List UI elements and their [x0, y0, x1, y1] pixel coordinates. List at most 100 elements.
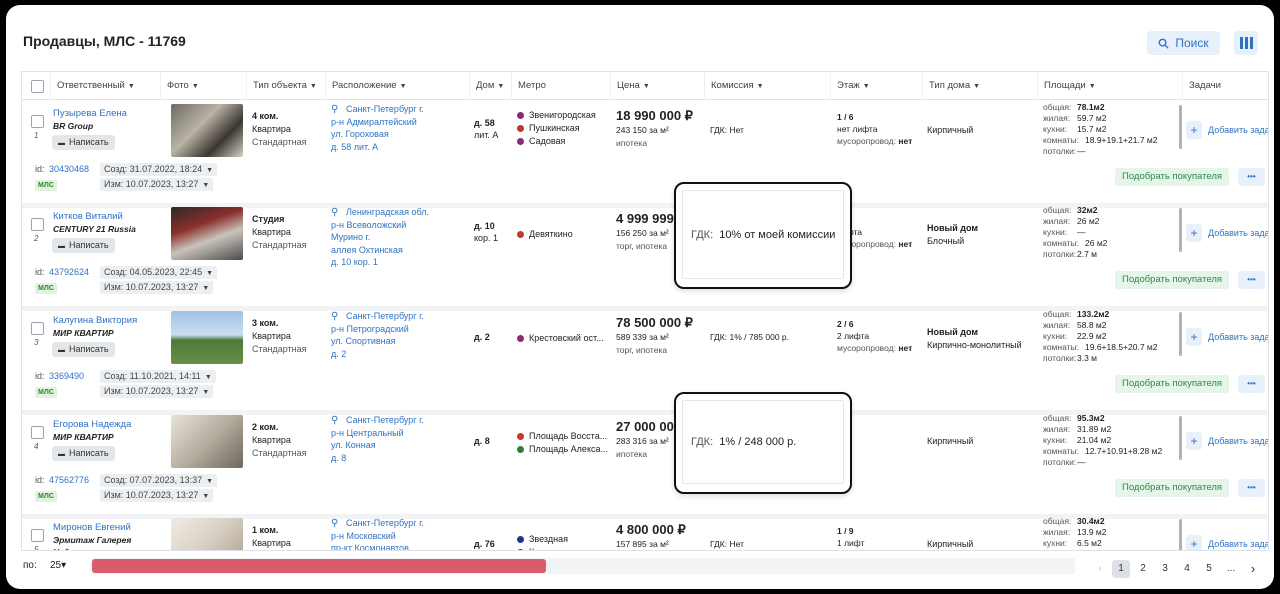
created-date[interactable]: Созд: 07.07.2023, 13:37 ▼ [100, 474, 218, 487]
listing-id[interactable]: 47562776 [49, 475, 90, 485]
page-4-button[interactable]: 4 [1184, 563, 1190, 574]
agent-name[interactable]: Калугина Виктория [53, 315, 138, 326]
area-scrollbar[interactable] [1179, 312, 1182, 356]
agent-name[interactable]: Китков Виталий [53, 211, 123, 222]
header-location[interactable]: Расположение ▼ [325, 72, 469, 100]
header-price[interactable]: Цена ▼ [610, 72, 704, 100]
more-button[interactable]: ••• [1238, 479, 1265, 497]
more-button[interactable]: ••• [1238, 271, 1265, 289]
location-line[interactable]: д. 2 [331, 348, 347, 359]
page-6-button[interactable]: ... [1226, 563, 1236, 574]
location-line[interactable]: д. 58 лит. А [331, 141, 379, 152]
page-2-button[interactable]: 2 [1140, 563, 1146, 574]
location-line[interactable]: р-н Петроградский [331, 323, 409, 334]
agent-name[interactable]: Миронов Евгений [53, 522, 131, 533]
header-object-type[interactable]: Тип объекта ▼ [246, 72, 325, 100]
listing-photo[interactable] [171, 415, 243, 468]
horizontal-scrollbar[interactable] [90, 558, 1075, 574]
header-floor[interactable]: Этаж ▼ [830, 72, 922, 100]
location-line[interactable]: р-н Центральный [331, 427, 404, 438]
changed-date[interactable]: Изм: 10.07.2023, 13:27 ▼ [100, 385, 214, 398]
listing-id[interactable]: 30430468 [49, 164, 90, 174]
area-scrollbar[interactable] [1179, 416, 1182, 460]
location-line[interactable]: Санкт-Петербург г. [346, 518, 424, 528]
add-task-label[interactable]: Добавить зада [1208, 125, 1269, 135]
next-page-icon[interactable]: › [1250, 561, 1256, 576]
location-line[interactable]: д. 10 кор. 1 [331, 257, 378, 267]
header-photo[interactable]: Фото ▼ [160, 72, 246, 100]
per-page-select[interactable]: 25▾ [50, 560, 67, 571]
location-line[interactable]: р-н Всеволожский [331, 219, 407, 230]
scrollbar-thumb[interactable] [92, 559, 546, 573]
location-line[interactable]: Санкт-Петербург г. [346, 311, 424, 321]
write-button[interactable]: ▬ Написать [52, 238, 115, 253]
created-date[interactable]: Созд: 04.05.2023, 22:45 ▼ [100, 266, 218, 279]
row-checkbox[interactable] [31, 426, 44, 439]
pick-buyer-button[interactable]: Подобрать покупателя [1115, 375, 1230, 393]
location-line[interactable]: Мурино г. [331, 232, 371, 242]
header-commission[interactable]: Комиссия ▼ [704, 72, 830, 100]
area-scrollbar[interactable] [1179, 208, 1182, 252]
add-task-label[interactable]: Добавить зада [1208, 436, 1269, 446]
listing-id[interactable]: 3369490 [49, 371, 85, 381]
created-date[interactable]: Созд: 11.10.2021, 14:11 ▼ [100, 370, 216, 383]
pick-buyer-button[interactable]: Подобрать покупателя [1115, 479, 1230, 497]
area-scrollbar[interactable] [1179, 105, 1182, 149]
row-checkbox[interactable] [31, 529, 44, 542]
commission[interactable]: ГДК: Нет [710, 539, 744, 549]
row-checkbox[interactable] [31, 322, 44, 335]
location-line[interactable]: ул. Спортивная [331, 336, 396, 346]
location-line[interactable]: Ленинградская обл. [346, 207, 429, 217]
location-line[interactable]: ул. Гороховая [331, 129, 389, 139]
prev-page-icon[interactable]: ‹ [1098, 563, 1102, 574]
location-line[interactable]: Санкт-Петербург г. [346, 415, 424, 425]
listing-photo[interactable] [171, 518, 243, 550]
add-task-button[interactable]: + [1186, 432, 1202, 450]
location-line[interactable]: д. 8 [331, 452, 347, 463]
search-button[interactable]: Поиск [1147, 31, 1220, 55]
area-scrollbar[interactable] [1179, 519, 1182, 550]
location-line[interactable]: р-н Московский [331, 530, 396, 541]
header-responsible[interactable]: Ответственный ▼ [50, 72, 160, 100]
header-house[interactable]: Дом ▼ [469, 72, 511, 100]
page-1-button[interactable]: 1 [1112, 560, 1130, 578]
add-task-label[interactable]: Добавить зада [1208, 228, 1269, 238]
changed-date[interactable]: Изм: 10.07.2023, 13:27 ▼ [100, 281, 214, 294]
more-button[interactable]: ••• [1238, 375, 1265, 393]
commission[interactable]: ГДК: 1% / 785 000 р. [710, 332, 790, 342]
pick-buyer-button[interactable]: Подобрать покупателя [1115, 168, 1230, 186]
write-button[interactable]: ▬ Написать [52, 342, 115, 357]
listing-id[interactable]: 43792624 [49, 267, 90, 277]
add-task-button[interactable]: + [1186, 121, 1202, 139]
created-date[interactable]: Созд: 31.07.2022, 18:24 ▼ [100, 163, 218, 176]
listing-photo[interactable] [171, 311, 243, 364]
changed-date[interactable]: Изм: 10.07.2023, 13:27 ▼ [100, 489, 214, 502]
add-task-label[interactable]: Добавить зада [1208, 539, 1269, 549]
add-task-button[interactable]: + [1186, 328, 1202, 346]
page-3-button[interactable]: 3 [1162, 563, 1168, 574]
add-task-label[interactable]: Добавить зада [1208, 332, 1269, 342]
row-checkbox[interactable] [31, 218, 44, 231]
more-button[interactable]: ••• [1238, 168, 1265, 186]
listing-photo[interactable] [171, 104, 243, 157]
row-checkbox[interactable] [31, 115, 44, 128]
page-5-button[interactable]: 5 [1206, 563, 1212, 574]
header-house-type[interactable]: Тип дома ▼ [922, 72, 1037, 100]
add-task-button[interactable]: + [1186, 224, 1202, 242]
columns-button[interactable] [1234, 31, 1258, 55]
header-areas[interactable]: Площади ▼ [1037, 72, 1182, 100]
pick-buyer-button[interactable]: Подобрать покупателя [1115, 271, 1230, 289]
agent-name[interactable]: Пузырева Елена [53, 108, 127, 119]
add-task-button[interactable]: + [1186, 535, 1202, 550]
write-button[interactable]: ▬ Написать [52, 135, 115, 150]
location-line[interactable]: пр-кт Космонавтов [331, 543, 409, 551]
agent-name[interactable]: Егорова Надежда [53, 419, 132, 430]
location-line[interactable]: ул. Конная [331, 440, 376, 450]
location-line[interactable]: аллея Охтинская [331, 244, 403, 255]
select-all-checkbox[interactable] [31, 80, 44, 93]
commission[interactable]: ГДК: Нет [710, 125, 744, 135]
changed-date[interactable]: Изм: 10.07.2023, 13:27 ▼ [100, 178, 214, 191]
listing-photo[interactable] [171, 207, 243, 260]
location-line[interactable]: р-н Адмиралтейский [331, 116, 417, 127]
write-button[interactable]: ▬ Написать [52, 446, 115, 461]
